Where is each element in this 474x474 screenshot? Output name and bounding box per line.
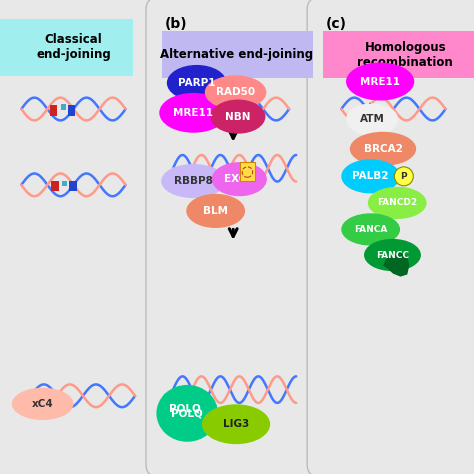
FancyBboxPatch shape [0, 0, 166, 474]
Ellipse shape [341, 213, 400, 246]
Polygon shape [384, 254, 409, 276]
Ellipse shape [341, 159, 400, 193]
Ellipse shape [159, 93, 228, 133]
Text: P: P [401, 172, 407, 181]
Ellipse shape [156, 385, 218, 442]
Text: Alternative end-joining: Alternative end-joining [160, 48, 314, 61]
Ellipse shape [210, 100, 265, 134]
Text: (c): (c) [326, 17, 347, 31]
Circle shape [394, 167, 413, 186]
FancyBboxPatch shape [240, 162, 255, 181]
Ellipse shape [12, 388, 73, 420]
Ellipse shape [186, 194, 245, 228]
Text: EXO1: EXO1 [224, 174, 255, 184]
Text: MRE11: MRE11 [360, 76, 400, 87]
Text: xC4: xC4 [32, 399, 54, 409]
Text: PARP1: PARP1 [178, 78, 216, 88]
Bar [69, 181, 77, 191]
Text: NBN: NBN [225, 111, 251, 122]
Text: Homologous
recombination: Homologous recombination [357, 40, 453, 69]
Bar [62, 181, 67, 186]
Text: FANCC: FANCC [376, 251, 409, 259]
Text: LIG3: LIG3 [223, 419, 249, 429]
Text: ATM: ATM [360, 114, 384, 125]
Text: BLM: BLM [203, 206, 228, 216]
FancyBboxPatch shape [307, 0, 474, 474]
Ellipse shape [202, 404, 270, 444]
Text: MRE11: MRE11 [173, 108, 213, 118]
Bar [68, 105, 75, 116]
Text: FANCD2: FANCD2 [377, 199, 417, 207]
Text: POLQ: POLQ [169, 403, 201, 414]
Ellipse shape [205, 75, 266, 109]
Ellipse shape [346, 63, 414, 100]
Ellipse shape [368, 187, 427, 219]
Ellipse shape [350, 132, 416, 166]
Text: BRCA2: BRCA2 [364, 144, 402, 154]
Ellipse shape [161, 164, 226, 198]
Bar [0, 19, 133, 76]
Bar [50, 105, 57, 116]
Text: POLQ: POLQ [172, 408, 203, 419]
Ellipse shape [212, 162, 267, 196]
Bar [61, 104, 66, 110]
Text: Classical
end-joining: Classical end-joining [36, 33, 111, 62]
Text: (b): (b) [165, 17, 188, 31]
Ellipse shape [364, 239, 421, 271]
FancyBboxPatch shape [146, 0, 328, 474]
Polygon shape [163, 388, 206, 429]
Ellipse shape [346, 103, 398, 136]
Text: PALB2: PALB2 [352, 171, 389, 182]
Bar [162, 31, 313, 78]
Text: FANCA: FANCA [354, 225, 387, 234]
Ellipse shape [167, 65, 227, 101]
Text: RAD50: RAD50 [216, 87, 255, 98]
Bar [323, 31, 474, 78]
Text: RBBP8: RBBP8 [174, 176, 213, 186]
Bar [51, 181, 59, 191]
